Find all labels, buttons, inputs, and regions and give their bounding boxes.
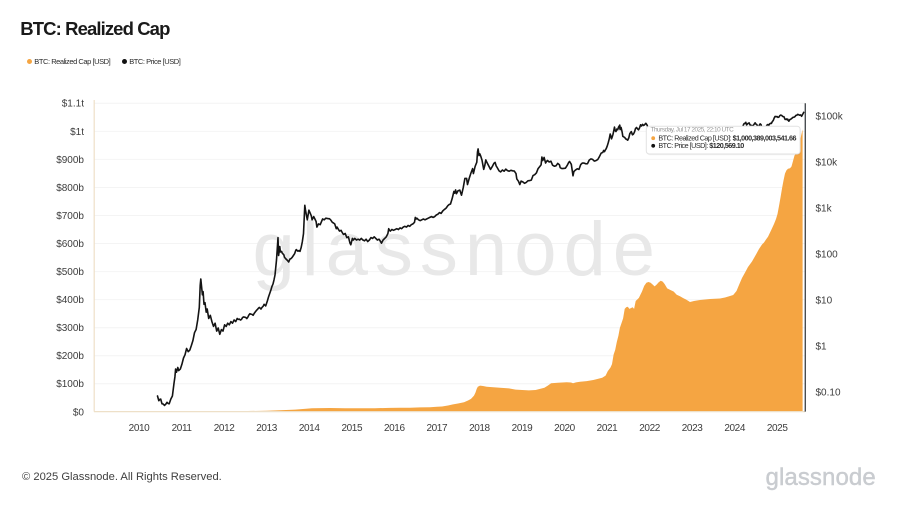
svg-text:BTC: Price [USD]: $120,569.10: BTC: Price [USD]: $120,569.10 xyxy=(658,141,744,150)
svg-text:$1: $1 xyxy=(816,341,828,352)
svg-text:2018: 2018 xyxy=(469,423,490,434)
svg-text:$900b: $900b xyxy=(56,155,84,166)
svg-text:2012: 2012 xyxy=(214,423,235,434)
svg-text:2010: 2010 xyxy=(129,423,150,434)
svg-text:2020: 2020 xyxy=(554,423,575,434)
svg-text:2016: 2016 xyxy=(384,423,405,434)
svg-text:2017: 2017 xyxy=(426,423,447,434)
svg-text:2019: 2019 xyxy=(512,423,533,434)
svg-text:$0: $0 xyxy=(73,407,85,418)
svg-text:Thursday, Jul 17 2025, 22:10 U: Thursday, Jul 17 2025, 22:10 UTC xyxy=(651,127,735,134)
svg-text:2024: 2024 xyxy=(724,423,745,434)
svg-text:2025: 2025 xyxy=(767,423,788,434)
svg-text:2014: 2014 xyxy=(299,423,320,434)
svg-text:$10: $10 xyxy=(816,295,833,306)
svg-text:$600b: $600b xyxy=(56,239,84,250)
svg-text:glassnode: glassnode xyxy=(253,207,663,292)
svg-text:2023: 2023 xyxy=(682,423,703,434)
svg-text:$100k: $100k xyxy=(816,111,844,122)
svg-text:$0.10: $0.10 xyxy=(816,387,841,398)
svg-text:$400b: $400b xyxy=(56,295,84,306)
svg-text:$1.1t: $1.1t xyxy=(62,99,84,110)
svg-text:$100b: $100b xyxy=(56,379,84,390)
svg-text:$1k: $1k xyxy=(816,203,833,214)
svg-text:2015: 2015 xyxy=(341,423,362,434)
svg-text:$300b: $300b xyxy=(56,323,84,334)
svg-text:$700b: $700b xyxy=(56,211,84,222)
svg-text:2013: 2013 xyxy=(256,423,277,434)
svg-text:2021: 2021 xyxy=(597,423,618,434)
svg-text:2011: 2011 xyxy=(172,423,193,434)
svg-text:$800b: $800b xyxy=(56,183,84,194)
svg-text:$1t: $1t xyxy=(70,127,84,138)
svg-text:BTC: Realized Cap [USD]: $1,00: BTC: Realized Cap [USD]: $1,000,389,003,… xyxy=(658,134,796,143)
svg-text:$200b: $200b xyxy=(56,351,84,362)
svg-text:$500b: $500b xyxy=(56,267,84,278)
svg-text:$100: $100 xyxy=(816,249,839,260)
svg-text:$10k: $10k xyxy=(816,157,839,168)
svg-text:2022: 2022 xyxy=(639,423,660,434)
